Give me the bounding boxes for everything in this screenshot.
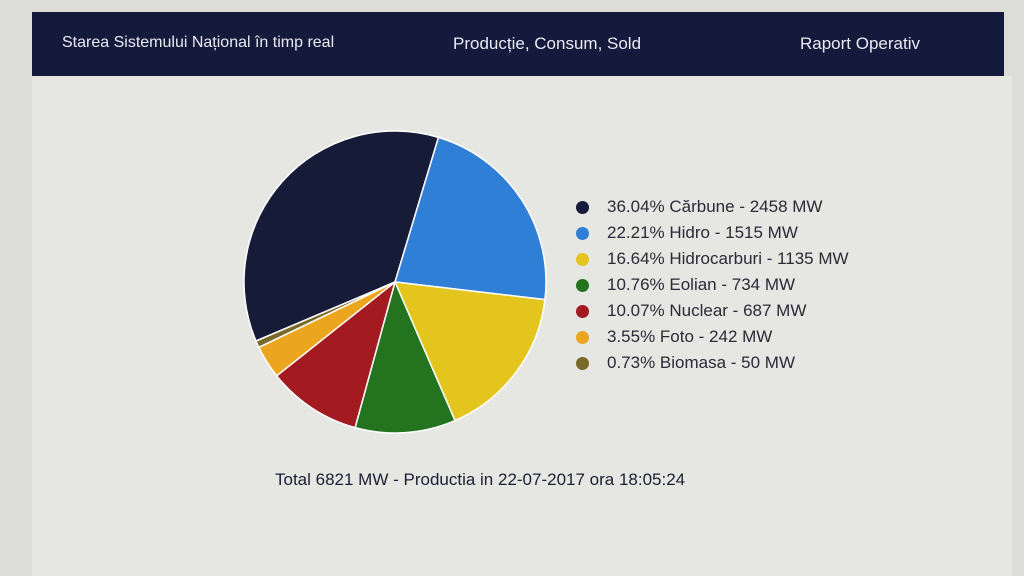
legend-label-foto: 3.55% Foto - 242 MW [607,327,773,346]
pie-slice-hidro[interactable] [394,136,547,301]
legend-label-carbune: 36.04% Cărbune - 2458 MW [607,197,823,216]
pie-slice-hidrocarburi[interactable] [393,281,546,422]
pie-legend: 36.04% Cărbune - 2458 MW 22.21% Hidro - … [576,194,849,376]
legend-label-biomasa: 0.73% Biomasa - 50 MW [607,353,796,372]
total-production-text: Total 6821 MW - Productia in 22-07-2017 … [275,470,686,489]
pie-slice-nuclear[interactable] [275,279,397,429]
pie-slice-biomasa[interactable] [255,281,396,349]
nav-item-raport-operativ[interactable]: Raport Operativ [800,34,920,53]
legend-item-hidrocarburi[interactable]: 16.64% Hidrocarburi - 1135 MW [576,246,849,272]
legend-item-foto[interactable]: 3.55% Foto - 242 MW [576,324,849,350]
legend-item-eolian[interactable]: 10.76% Eolian - 734 MW [576,272,849,298]
legend-label-hidro: 22.21% Hidro - 1515 MW [607,223,798,242]
legend-marker-foto [576,330,589,344]
legend-marker-hidro [576,226,589,240]
legend-item-carbune[interactable]: 36.04% Cărbune - 2458 MW [576,194,849,220]
legend-label-hidrocarburi: 16.64% Hidrocarburi - 1135 MW [607,249,849,268]
pie-slice-carbune[interactable] [243,130,440,342]
production-pie-chart [243,130,547,434]
pie-slice-eolian[interactable] [354,279,456,434]
top-navigation-bar: Starea Sistemului Național în timp real … [32,12,1004,76]
legend-marker-biomasa [576,356,589,370]
legend-marker-eolian [576,278,589,292]
legend-item-biomasa[interactable]: 0.73% Biomasa - 50 MW [576,350,849,376]
nav-item-starea-sistemului[interactable]: Starea Sistemului Național în timp real [62,34,335,51]
legend-item-nuclear[interactable]: 10.07% Nuclear - 687 MW [576,298,849,324]
legend-label-eolian: 10.76% Eolian - 734 MW [607,275,796,294]
legend-marker-hidrocarburi [576,252,589,266]
legend-item-hidro[interactable]: 22.21% Hidro - 1515 MW [576,220,849,246]
legend-marker-nuclear [576,304,589,318]
nav-item-productie-consum-sold[interactable]: Producție, Consum, Sold [453,34,642,53]
legend-marker-carbune [576,200,589,214]
legend-label-nuclear: 10.07% Nuclear - 687 MW [607,301,807,320]
